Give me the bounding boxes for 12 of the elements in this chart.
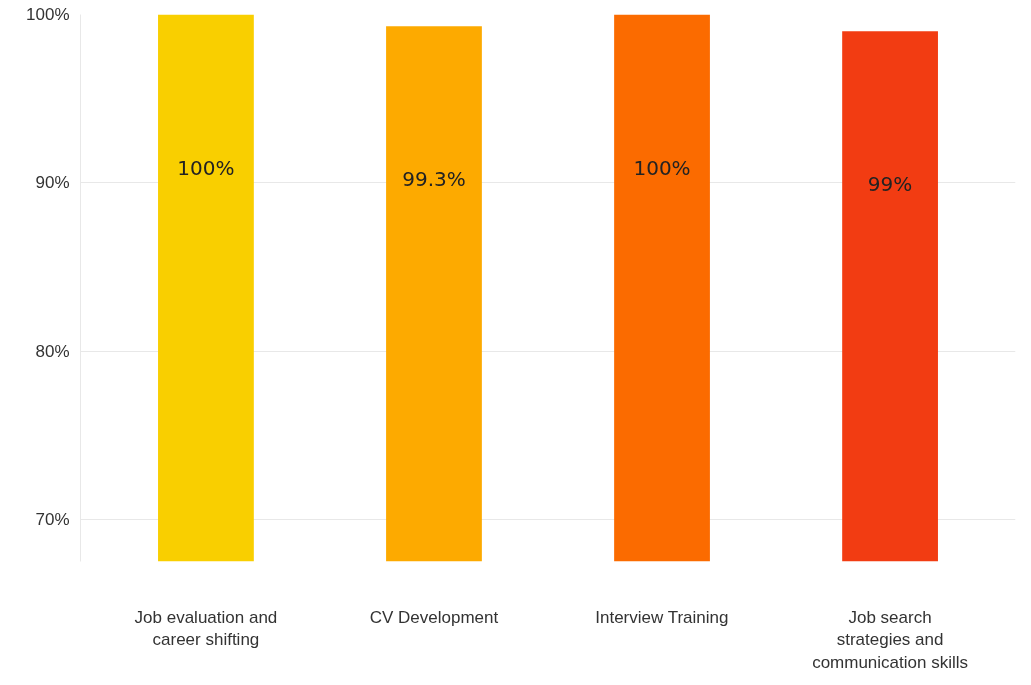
x-tick-label: Interview Training	[595, 607, 729, 627]
x-tick-label: Job evaluation and career shifting	[134, 607, 278, 650]
y-tick-label: 90%	[35, 173, 70, 193]
y-tick-label: 100%	[26, 5, 70, 24]
data-label: 100%	[177, 155, 235, 180]
y-tick-label: 80%	[35, 341, 70, 361]
y-tick-label: 70%	[35, 509, 70, 529]
data-label: 99.3%	[402, 167, 466, 192]
x-tick-label: CV Development	[369, 607, 499, 627]
data-label: 99%	[867, 172, 913, 197]
data-label: 100%	[633, 155, 691, 180]
x-tick-label: Job search strategies and communication skills	[812, 607, 969, 673]
